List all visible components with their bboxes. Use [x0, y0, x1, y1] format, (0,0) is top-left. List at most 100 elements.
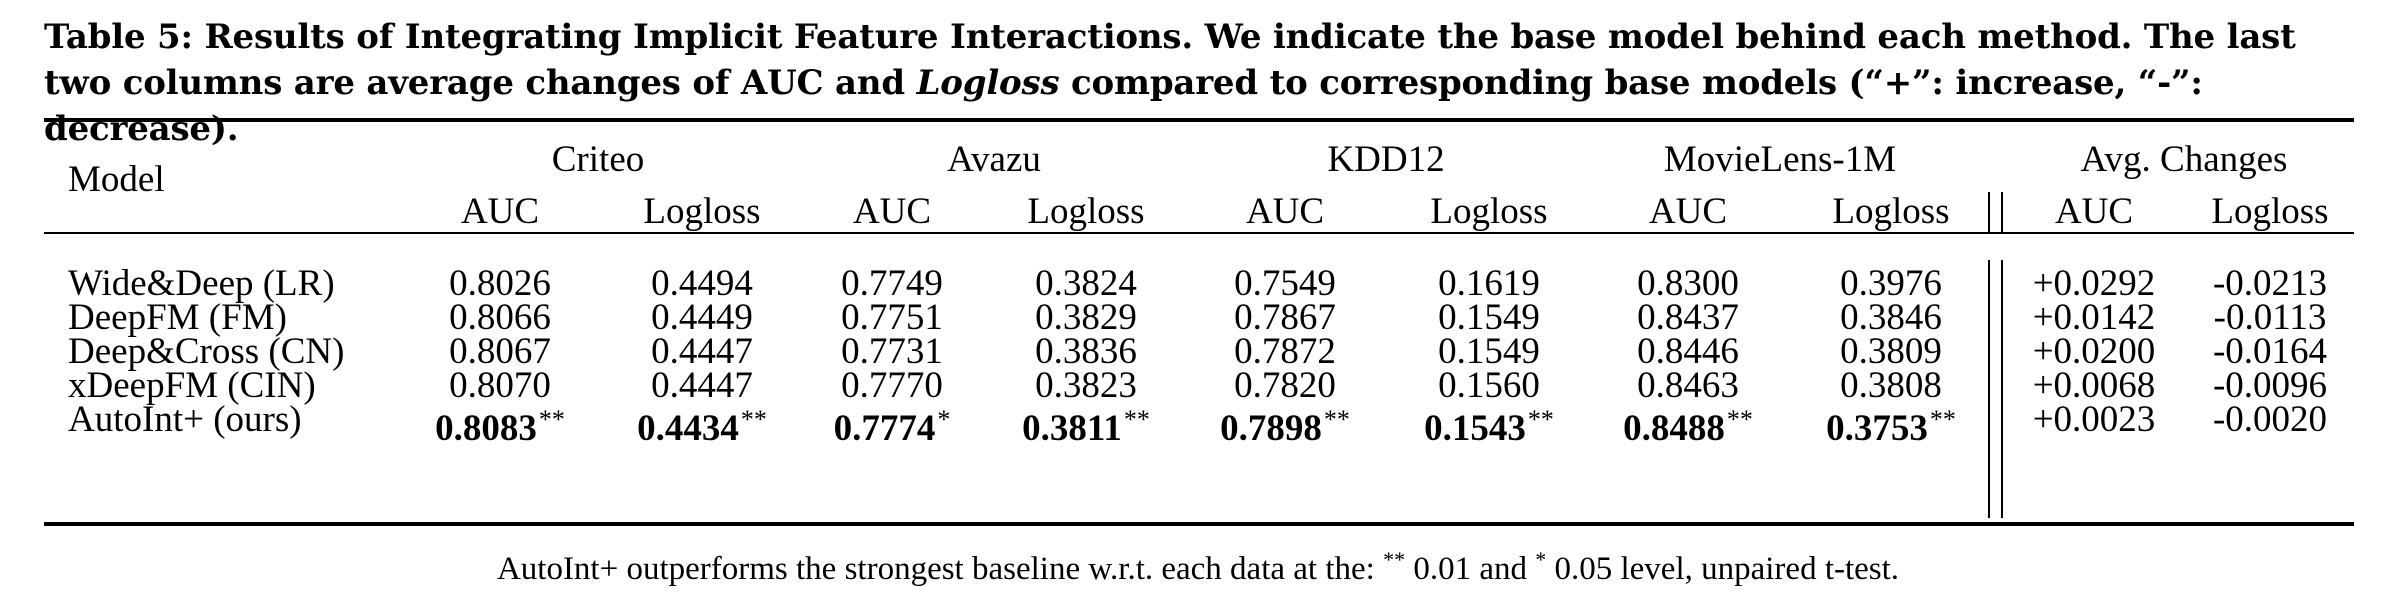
header-avazu-auc: AUC	[852, 191, 932, 232]
cell-value: 0.4494	[651, 263, 753, 304]
cell-value: 0.8437	[1637, 297, 1739, 338]
header-kdd12-auc: AUC	[1245, 191, 1325, 232]
cell-value: 0.7749	[841, 263, 943, 304]
cell-value: 0.8488	[1623, 408, 1725, 449]
footnote-text-2: 0.01 and	[1405, 551, 1536, 587]
header-group-avg-changes: Avg. Changes	[2080, 139, 2288, 180]
cell-value: 0.1619	[1438, 263, 1540, 304]
cell-value: -0.0213	[2212, 263, 2328, 304]
cell-value: -0.0113	[2213, 297, 2327, 338]
cell-value: 0.1560	[1438, 365, 1540, 406]
cell-value: 0.1549	[1438, 297, 1540, 338]
table-cell: -0.0096	[2213, 364, 2327, 408]
significance-marker: **	[1123, 405, 1150, 434]
table-cell: 0.3823	[1035, 364, 1137, 408]
cell-value: 0.4434	[637, 408, 739, 449]
header-avg-logloss: Logloss	[2211, 191, 2329, 232]
caption-text-1: Table 5: Results of Integrating Implicit…	[44, 17, 2296, 103]
cell-value: +0.0200	[2032, 331, 2156, 372]
header-criteo-auc: AUC	[460, 191, 540, 232]
table-cell: 0.7867	[1234, 296, 1336, 340]
table-cell: +0.0292	[2033, 262, 2156, 306]
cell-value: +0.0023	[2032, 399, 2156, 440]
table-cell: 0.7898**	[1220, 398, 1350, 451]
table-cell: -0.0020	[2213, 398, 2327, 442]
header-group-criteo: Criteo	[551, 139, 645, 180]
cell-value: 0.7751	[841, 297, 943, 338]
cell-value: 0.8463	[1637, 365, 1739, 406]
table-cell: 0.7872	[1234, 330, 1336, 374]
table-cell: 0.7770	[841, 364, 943, 408]
table-cell: +0.0023	[2033, 398, 2156, 442]
table-cell: 0.1549	[1438, 330, 1540, 374]
body-double-divider	[1988, 260, 2003, 518]
row-model-name: Wide&Deep (LR)	[68, 263, 335, 304]
cell-value: 0.3811	[1022, 408, 1122, 449]
table-cell: 0.1549	[1438, 296, 1540, 340]
footnote-sup-1: **	[1383, 547, 1406, 572]
cell-value: -0.0096	[2212, 365, 2328, 406]
table-cell: 0.3811**	[1022, 398, 1150, 451]
table-cell: 0.7751	[841, 296, 943, 340]
cell-value: 0.8300	[1637, 263, 1739, 304]
cell-value: 0.3809	[1840, 331, 1942, 372]
table-cell: +0.0142	[2033, 296, 2156, 340]
table-cell: -0.0113	[2214, 296, 2327, 340]
table-mid-rule	[44, 232, 2354, 234]
table-cell: 0.7549	[1234, 262, 1336, 306]
table-top-rule	[44, 118, 2354, 122]
table-cell: +0.0200	[2033, 330, 2156, 374]
header-model: Model	[68, 159, 165, 200]
cell-value: 0.3823	[1035, 365, 1137, 406]
significance-marker: **	[740, 405, 767, 434]
cell-value: 0.8026	[449, 263, 551, 304]
cell-value: 0.4449	[651, 297, 753, 338]
cell-value: 0.3808	[1840, 365, 1942, 406]
header-movielens-logloss: Logloss	[1832, 191, 1950, 232]
header-movielens-auc: AUC	[1648, 191, 1728, 232]
table-cell: +0.0068	[2033, 364, 2156, 408]
cell-value: 0.8067	[449, 331, 551, 372]
table-cell: -0.0164	[2213, 330, 2327, 374]
cell-value: 0.1543	[1424, 408, 1526, 449]
significance-marker: **	[1929, 405, 1956, 434]
table-cell: 0.3976	[1840, 262, 1942, 306]
significance-marker: **	[1726, 405, 1753, 434]
cell-value: 0.3829	[1035, 297, 1137, 338]
table-cell: 0.7749	[841, 262, 943, 306]
table-cell: 0.7774*	[834, 398, 951, 451]
cell-value: -0.0020	[2212, 399, 2328, 440]
cell-value: +0.0068	[2032, 365, 2156, 406]
table-cell: 0.4494	[651, 262, 753, 306]
table-cell: 0.8066	[449, 296, 551, 340]
cell-value: 0.7731	[841, 331, 943, 372]
table-cell: 0.8026	[449, 262, 551, 306]
cell-value: 0.7872	[1234, 331, 1336, 372]
cell-value: 0.3824	[1035, 263, 1137, 304]
table-cell: 0.8446	[1637, 330, 1739, 374]
cell-value: 0.8070	[449, 365, 551, 406]
row-model-name: Deep&Cross (CN)	[68, 331, 345, 372]
caption-text-italic: Logloss	[916, 63, 1060, 103]
table-cell: 0.4447	[651, 330, 753, 374]
cell-value: 0.3836	[1035, 331, 1137, 372]
table-cell: 0.8067	[449, 330, 551, 374]
cell-value: 0.1549	[1438, 331, 1540, 372]
table-cell: 0.8300	[1637, 262, 1739, 306]
cell-value: +0.0142	[2032, 297, 2156, 338]
table-cell: 0.1560	[1438, 364, 1540, 408]
footnote-text-3: 0.05 level, unpaired t-test.	[1546, 551, 1900, 587]
table-cell: 0.8463	[1637, 364, 1739, 408]
header-avazu-logloss: Logloss	[1027, 191, 1145, 232]
table-cell: 0.4434**	[637, 398, 767, 451]
row-model-name: xDeepFM (CIN)	[68, 365, 316, 406]
header-group-movielens: MovieLens-1M	[1663, 139, 1897, 180]
cell-value: 0.7770	[841, 365, 943, 406]
table-cell: 0.3836	[1035, 330, 1137, 374]
table-cell: 0.3808	[1840, 364, 1942, 408]
footnote-sup-2: *	[1535, 547, 1547, 572]
significance-marker: **	[1527, 405, 1554, 434]
cell-value: 0.8446	[1637, 331, 1739, 372]
table-cell: 0.7731	[841, 330, 943, 374]
table-cell: 0.3824	[1035, 262, 1137, 306]
